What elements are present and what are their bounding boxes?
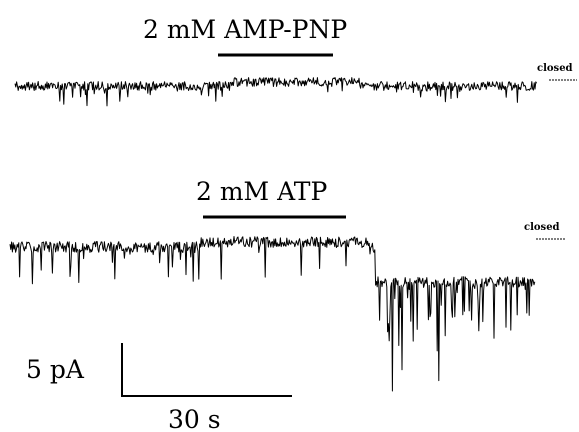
closed-label-atp: closed [524, 222, 560, 233]
current-trace-amp-pnp [14, 77, 538, 107]
treatment-label-amp-pnp: 2 mM AMP-PNP [143, 15, 347, 44]
panel-amp-pnp: 2 mM AMP-PNP closed [14, 15, 577, 107]
scale-bar-current-label: 5 pA [26, 355, 85, 384]
scale-bar-time-label: 30 s [168, 405, 221, 432]
closed-label-amp-pnp: closed [537, 63, 573, 74]
current-trace-atp [9, 236, 536, 392]
scale-bar-lines [121, 343, 292, 397]
scale-bar: 5 pA 30 s [26, 343, 292, 432]
panel-atp: 2 mM ATP closed [9, 177, 565, 392]
treatment-label-atp: 2 mM ATP [196, 177, 327, 206]
